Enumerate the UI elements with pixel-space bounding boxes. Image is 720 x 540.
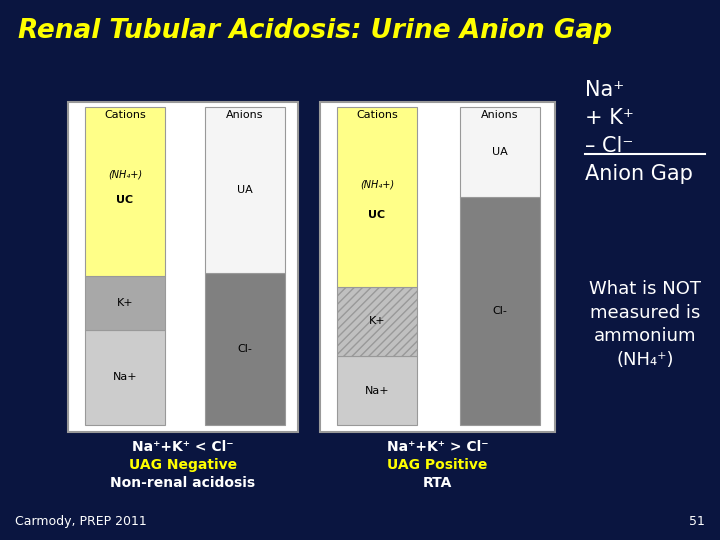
Text: UA: UA <box>237 185 253 195</box>
Text: UC: UC <box>369 210 386 220</box>
Text: (NH₄+): (NH₄+) <box>108 170 142 180</box>
Text: UAG Positive: UAG Positive <box>387 458 487 472</box>
Bar <box>85 276 165 330</box>
Bar <box>337 287 417 356</box>
Bar <box>320 102 555 432</box>
Text: Na⁺+K⁺ > Cl⁻: Na⁺+K⁺ > Cl⁻ <box>387 440 488 454</box>
Text: Cl-: Cl- <box>492 306 508 316</box>
Text: UAG Negative: UAG Negative <box>129 458 237 472</box>
Text: K+: K+ <box>117 298 133 308</box>
Text: What is NOT
measured is
ammonium
(NH₄⁺): What is NOT measured is ammonium (NH₄⁺) <box>589 280 701 369</box>
Text: Na+: Na+ <box>113 373 138 382</box>
Bar <box>85 330 165 425</box>
Text: Cations: Cations <box>104 110 146 120</box>
Bar <box>85 107 165 276</box>
Text: (NH₄+): (NH₄+) <box>360 179 394 190</box>
Text: Cations: Cations <box>356 110 398 120</box>
Text: UA: UA <box>492 147 508 157</box>
Bar <box>205 273 285 425</box>
Bar <box>205 107 285 273</box>
Bar <box>68 102 298 432</box>
Text: Anions: Anions <box>226 110 264 120</box>
Bar <box>460 107 540 197</box>
Text: + K⁺: + K⁺ <box>585 108 634 128</box>
Text: Anion Gap: Anion Gap <box>585 164 693 184</box>
Text: K+: K+ <box>369 316 385 327</box>
Text: Non-renal acidosis: Non-renal acidosis <box>110 476 256 490</box>
Text: Cl-: Cl- <box>238 344 253 354</box>
Bar <box>337 356 417 425</box>
Text: 51: 51 <box>689 515 705 528</box>
Text: Na+: Na+ <box>365 386 390 395</box>
Text: UC: UC <box>117 195 134 205</box>
Text: Na⁺+K⁺ < Cl⁻: Na⁺+K⁺ < Cl⁻ <box>132 440 234 454</box>
Bar <box>460 197 540 425</box>
Bar <box>337 107 417 287</box>
Text: Renal Tubular Acidosis: Urine Anion Gap: Renal Tubular Acidosis: Urine Anion Gap <box>18 18 612 44</box>
Text: Na⁺: Na⁺ <box>585 80 624 100</box>
Text: Carmody, PREP 2011: Carmody, PREP 2011 <box>15 515 147 528</box>
Text: Anions: Anions <box>481 110 518 120</box>
Text: – Cl⁻: – Cl⁻ <box>585 136 634 156</box>
Text: RTA: RTA <box>423 476 452 490</box>
